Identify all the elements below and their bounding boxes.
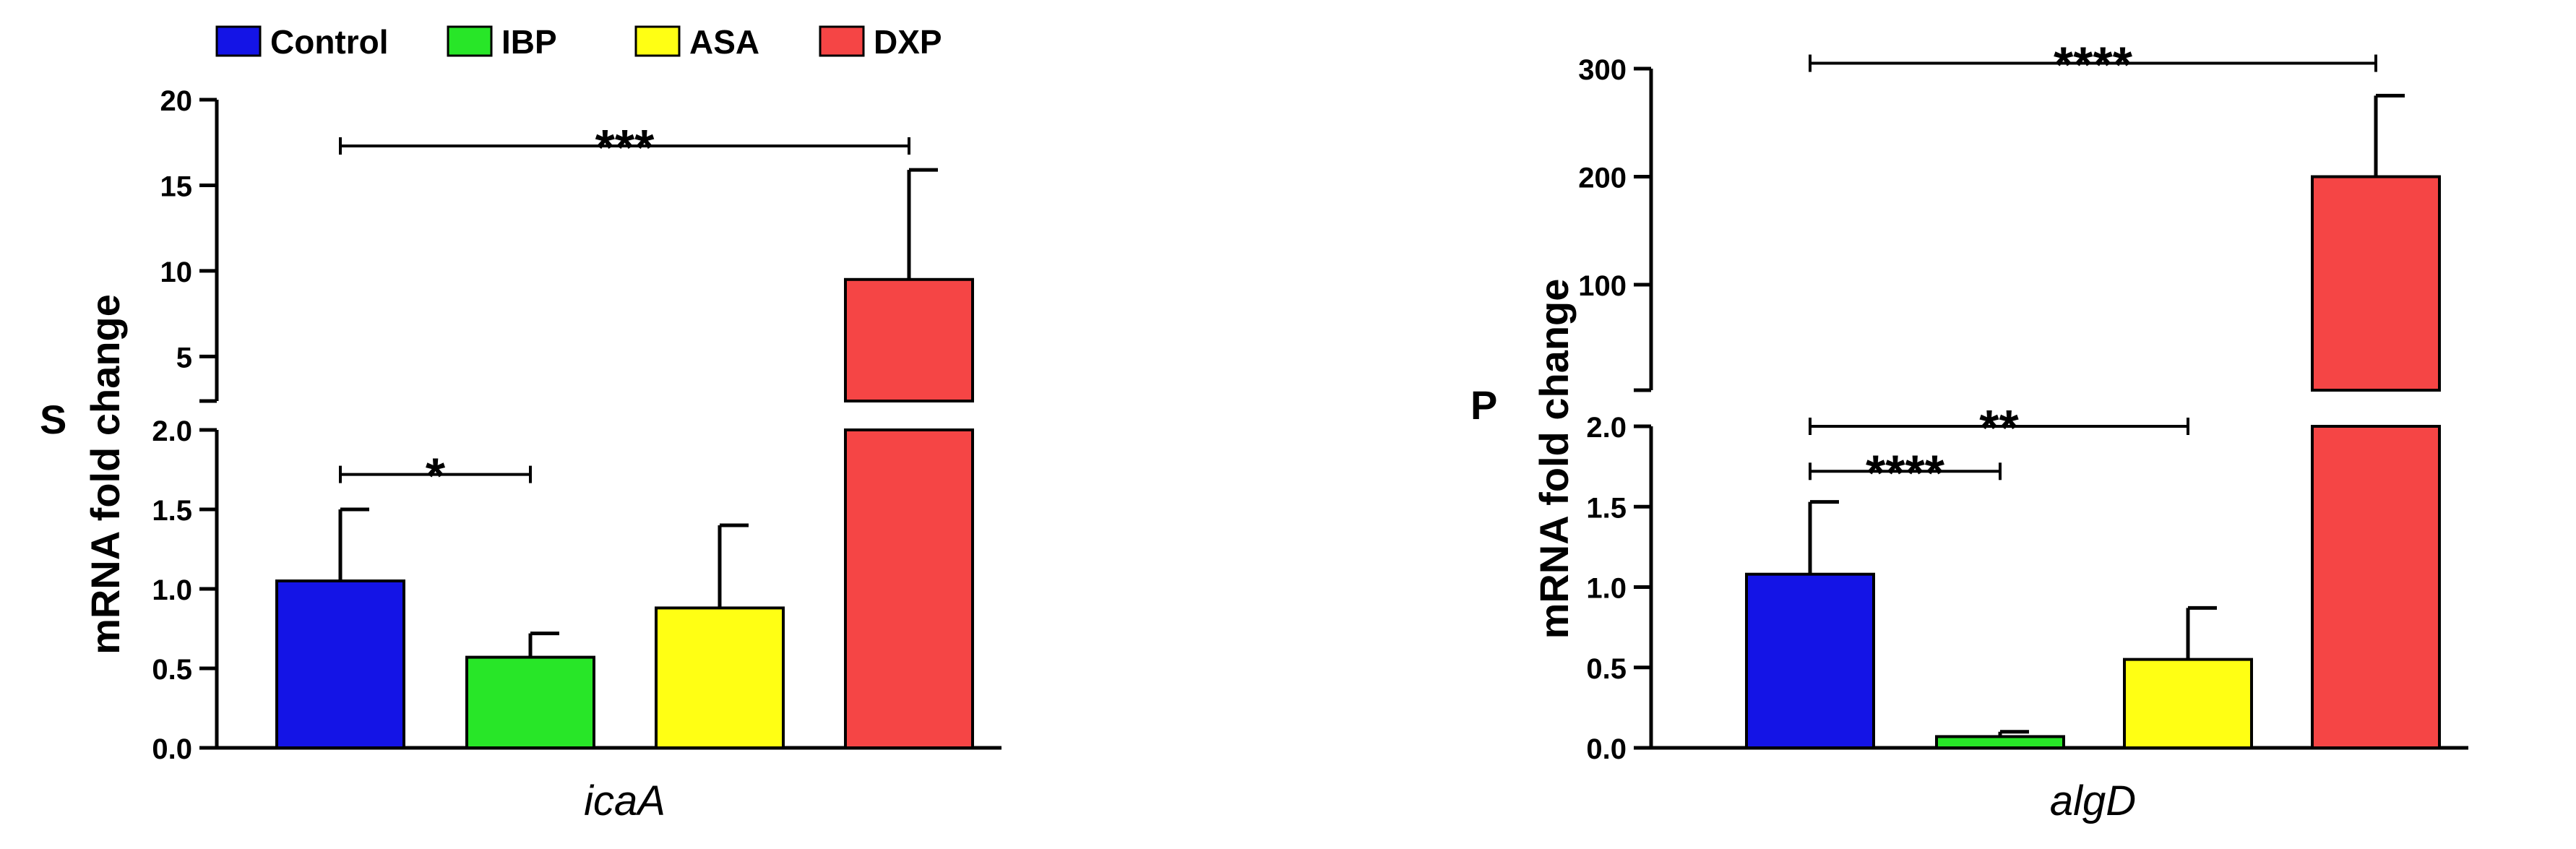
bar-asa bbox=[655, 606, 785, 750]
bar-break-gap bbox=[843, 402, 975, 428]
y-tick-label: 5 bbox=[176, 342, 192, 374]
y-tick-label: 1.0 bbox=[152, 574, 192, 606]
legend-label-ibp: IBP bbox=[501, 23, 557, 61]
y-tick-label: 2.0 bbox=[1586, 412, 1627, 444]
legend-swatch-control bbox=[215, 25, 262, 57]
panel-label: S bbox=[40, 397, 66, 442]
legend-swatch-asa bbox=[634, 25, 681, 57]
legend: Control IBP ASA DXP bbox=[215, 23, 942, 61]
y-tick-label: 1.5 bbox=[152, 495, 192, 527]
y-tick-label: 2.0 bbox=[152, 415, 192, 447]
y-axis-label: mRNA fold change bbox=[82, 294, 128, 655]
legend-label-control: Control bbox=[270, 23, 389, 61]
bar-control bbox=[275, 579, 405, 749]
y-tick-label: 0.5 bbox=[152, 654, 192, 686]
x-axis-label: icaA bbox=[584, 777, 665, 824]
y-tick-label: 300 bbox=[1578, 54, 1627, 86]
bar-ibp bbox=[465, 655, 595, 749]
legend-swatch-ibp bbox=[447, 25, 493, 57]
chart-panel-algD: 0.00.51.01.52.0100200300**********algDmR… bbox=[1470, 37, 2468, 824]
significance-label: * bbox=[426, 448, 446, 504]
bar-dxp-lower bbox=[2311, 425, 2441, 749]
significance-label: **** bbox=[1866, 444, 1945, 501]
bar-dxp-lower bbox=[844, 428, 974, 749]
legend-swatch-dxp bbox=[819, 25, 865, 57]
y-tick-label: 200 bbox=[1578, 163, 1627, 194]
legend-label-asa: ASA bbox=[689, 23, 759, 61]
y-tick-label: 10 bbox=[160, 257, 193, 288]
y-tick-label: 0.5 bbox=[1586, 653, 1627, 685]
bar-dxp-upper bbox=[2311, 175, 2441, 392]
y-tick-label: 100 bbox=[1578, 270, 1627, 302]
y-axis-label: mRNA fold change bbox=[1531, 279, 1577, 639]
bar-control bbox=[1745, 572, 1875, 750]
y-tick-label: 15 bbox=[160, 171, 193, 202]
legend-label-dxp: DXP bbox=[874, 23, 942, 61]
bar-ibp bbox=[1935, 735, 2065, 749]
bar-asa bbox=[2123, 658, 2253, 749]
y-tick-label: 1.5 bbox=[1586, 492, 1627, 524]
y-tick-label: 0.0 bbox=[1586, 733, 1627, 765]
significance-label: *** bbox=[595, 119, 655, 176]
significance-label: ** bbox=[1979, 400, 2019, 456]
y-tick-label: 1.0 bbox=[1586, 573, 1627, 605]
y-tick-label: 20 bbox=[160, 85, 193, 117]
significance-label: **** bbox=[2054, 37, 2133, 93]
y-tick-label: 0.0 bbox=[152, 733, 192, 765]
bar-dxp-upper bbox=[844, 277, 974, 402]
x-axis-label: algD bbox=[2050, 777, 2136, 824]
bar-break-gap bbox=[2310, 392, 2442, 425]
panel-label: P bbox=[1470, 382, 1497, 428]
